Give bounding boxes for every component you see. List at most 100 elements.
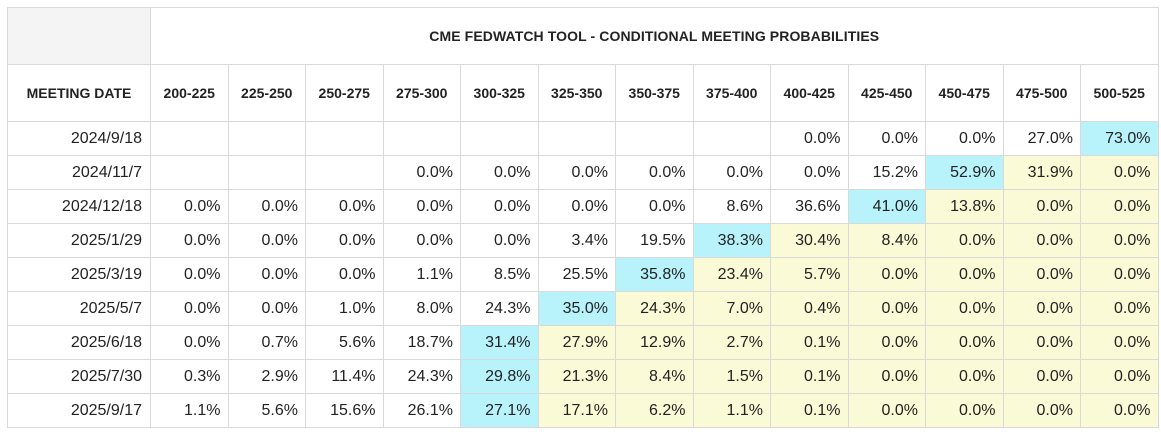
rate-range-header: 500-525 — [1080, 64, 1159, 122]
probability-cell: 25.5% — [537, 257, 616, 292]
table-row: 2025/5/7 0.0% 0.0% 1.0% 8.0% 24.3% 35.0% 24.3% 7… — [7, 291, 1159, 326]
probability-cell: 2.7% — [692, 325, 771, 360]
probability-cell: 8.5% — [460, 257, 539, 292]
rate-range-header: 200-225 — [150, 64, 229, 122]
probability-cell: 24.3% — [615, 291, 694, 326]
probability-cell: 0.0% — [150, 257, 229, 292]
probability-cell: 15.6% — [305, 393, 384, 428]
probability-cell: 0.0% — [770, 121, 849, 156]
table-row: 2025/7/30 0.3% 2.9% 11.4% 24.3% 29.8% 21.3% 8.4… — [7, 359, 1159, 394]
probability-cell: 0.0% — [1080, 257, 1159, 292]
probability-cell: 0.0% — [770, 155, 849, 190]
probability-cell: 0.0% — [847, 121, 926, 156]
probability-cell: 18.7% — [382, 325, 461, 360]
probability-cell: 0.0% — [1080, 155, 1159, 190]
table-row: 2025/6/18 0.0% 0.7% 5.6% 18.7% 31.4% 27.9% 12.9… — [7, 325, 1159, 360]
probability-cell: 0.0% — [847, 359, 926, 394]
probability-cell: 1.0% — [305, 291, 384, 326]
rate-range-header: 250-275 — [305, 64, 384, 122]
probability-cell: 11.4% — [305, 359, 384, 394]
probability-cell: 19.5% — [615, 223, 694, 258]
probability-cell: 0.0% — [150, 291, 229, 326]
meeting-date-cell: 2024/11/7 — [7, 155, 151, 190]
probability-cell: 8.0% — [382, 291, 461, 326]
rate-range-header: 425-450 — [847, 64, 926, 122]
probability-cell: 0.0% — [1080, 291, 1159, 326]
probability-cell: 0.0% — [925, 257, 1004, 292]
table-title: CME FEDWATCH TOOL - CONDITIONAL MEETING … — [150, 7, 1159, 65]
probability-cell: 0.0% — [227, 257, 306, 292]
probability-cell: 0.0% — [847, 325, 926, 360]
rate-range-header: 400-425 — [770, 64, 849, 122]
probability-cell — [305, 155, 384, 190]
title-row: CME FEDWATCH TOOL - CONDITIONAL MEETING … — [7, 7, 1159, 65]
probability-cell: 17.1% — [537, 393, 616, 428]
probability-cell: 0.0% — [150, 325, 229, 360]
probability-cell: 0.0% — [537, 155, 616, 190]
probability-cell: 0.0% — [925, 393, 1004, 428]
rate-range-header: 450-475 — [925, 64, 1004, 122]
probability-cell: 41.0% — [847, 189, 926, 224]
probability-cell: 0.0% — [925, 223, 1004, 258]
table-row: 2025/1/29 0.0% 0.0% 0.0% 0.0% 0.0% 3.4% 19.5% 38… — [7, 223, 1159, 258]
probability-cell: 52.9% — [925, 155, 1004, 190]
probability-cell: 1.1% — [692, 393, 771, 428]
meeting-date-cell: 2025/9/17 — [7, 393, 151, 428]
probability-table: CME FEDWATCH TOOL - CONDITIONAL MEETING … — [7, 7, 1159, 428]
probability-cell: 0.0% — [150, 189, 229, 224]
rate-range-header: 375-400 — [692, 64, 771, 122]
table-row: 2024/9/18 0.0% 0.0% 0.0% 27.0% 73.0% — [7, 121, 1159, 156]
probability-cell — [150, 155, 229, 190]
probability-cell: 35.0% — [537, 291, 616, 326]
probability-cell: 0.0% — [615, 155, 694, 190]
probability-cell: 0.0% — [460, 189, 539, 224]
probability-cell: 6.2% — [615, 393, 694, 428]
probability-cell: 27.1% — [460, 393, 539, 428]
probability-cell — [382, 121, 461, 156]
probability-cell: 0.1% — [770, 359, 849, 394]
probability-cell: 0.4% — [770, 291, 849, 326]
table-row: 2024/12/18 0.0% 0.0% 0.0% 0.0% 0.0% 0.0% 0.0% 8.… — [7, 189, 1159, 224]
probability-cell: 0.0% — [460, 155, 539, 190]
probability-cell: 5.6% — [227, 393, 306, 428]
probability-cell: 0.3% — [150, 359, 229, 394]
probability-cell: 0.0% — [227, 189, 306, 224]
probability-cell — [692, 121, 771, 156]
table-row: 2025/9/17 1.1% 5.6% 15.6% 26.1% 27.1% 17.1% 6.2… — [7, 393, 1159, 428]
probability-cell — [305, 121, 384, 156]
rate-range-header: 475-500 — [1002, 64, 1081, 122]
probability-cell: 0.0% — [692, 155, 771, 190]
probability-cell: 0.0% — [1002, 325, 1081, 360]
probability-cell: 0.0% — [227, 291, 306, 326]
probability-cell: 0.0% — [1002, 291, 1081, 326]
probability-cell: 0.0% — [847, 291, 926, 326]
probability-cell: 1.5% — [692, 359, 771, 394]
meeting-date-cell: 2024/9/18 — [7, 121, 151, 156]
table-row: 2024/11/7 0.0% 0.0% 0.0% 0.0% 0.0% 0.0% 15.2% 52… — [7, 155, 1159, 190]
probability-cell: 0.0% — [305, 189, 384, 224]
probability-cell: 12.9% — [615, 325, 694, 360]
probability-cell: 0.0% — [1080, 359, 1159, 394]
probability-cell: 0.0% — [1002, 393, 1081, 428]
probability-cell: 0.0% — [925, 359, 1004, 394]
probability-cell: 15.2% — [847, 155, 926, 190]
meeting-date-cell: 2025/5/7 — [7, 291, 151, 326]
meeting-date-cell: 2024/12/18 — [7, 189, 151, 224]
probability-cell: 8.4% — [847, 223, 926, 258]
probability-cell: 3.4% — [537, 223, 616, 258]
probability-cell: 0.0% — [460, 223, 539, 258]
probability-cell: 0.0% — [382, 155, 461, 190]
probability-cell: 38.3% — [692, 223, 771, 258]
probability-cell: 0.0% — [1080, 223, 1159, 258]
probability-table-container: CME FEDWATCH TOOL - CONDITIONAL MEETING … — [7, 7, 1159, 428]
probability-cell: 2.9% — [227, 359, 306, 394]
probability-cell: 1.1% — [382, 257, 461, 292]
probability-cell: 26.1% — [382, 393, 461, 428]
probability-cell: 24.3% — [460, 291, 539, 326]
probability-cell — [227, 121, 306, 156]
probability-cell: 13.8% — [925, 189, 1004, 224]
probability-cell: 0.0% — [305, 257, 384, 292]
probability-cell: 29.8% — [460, 359, 539, 394]
probability-cell: 24.3% — [382, 359, 461, 394]
table-corner — [7, 7, 151, 65]
